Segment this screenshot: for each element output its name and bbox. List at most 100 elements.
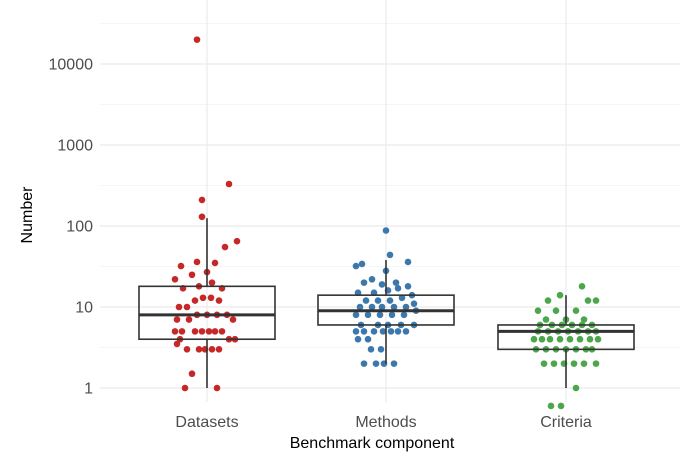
data-points (171, 36, 602, 410)
point-methods-42 (360, 279, 368, 286)
y-tick-label: 1 (84, 381, 93, 398)
point-datasets-44 (198, 213, 206, 221)
point-methods-22 (376, 311, 384, 319)
point-criteria-19 (556, 335, 564, 343)
point-criteria-16 (530, 335, 538, 343)
point-criteria-8 (592, 360, 600, 367)
point-methods-29 (390, 303, 398, 311)
x-tick-label-datasets: Datasets (175, 414, 238, 431)
point-datasets-10 (171, 328, 179, 335)
point-datasets-11 (178, 328, 186, 335)
point-methods-23 (388, 311, 396, 319)
point-datasets-2 (188, 370, 196, 378)
point-methods-26 (356, 303, 364, 311)
point-criteria-45 (544, 297, 552, 304)
point-datasets-8 (208, 346, 216, 353)
point-methods-9 (360, 328, 368, 335)
boxplot-criteria (497, 295, 635, 388)
point-datasets-15 (211, 328, 219, 335)
point-methods-21 (364, 311, 372, 319)
point-datasets-12 (191, 328, 199, 335)
point-criteria-18 (546, 335, 554, 343)
point-methods-1 (372, 360, 380, 367)
point-methods-10 (370, 328, 378, 335)
y-tick-label: 10 (75, 300, 93, 317)
point-methods-31 (410, 300, 418, 307)
point-datasets-31 (215, 297, 223, 304)
point-methods-0 (360, 360, 368, 367)
point-datasets-36 (171, 275, 179, 283)
point-methods-44 (392, 279, 400, 286)
point-datasets-29 (199, 294, 207, 302)
point-criteria-1 (557, 402, 565, 410)
point-criteria-42 (572, 307, 580, 315)
point-methods-45 (368, 275, 376, 283)
point-criteria-7 (580, 360, 588, 367)
point-datasets-43 (233, 237, 241, 245)
point-datasets-25 (229, 316, 237, 323)
point-criteria-43 (584, 297, 592, 304)
point-datasets-6 (195, 346, 203, 353)
point-methods-49 (404, 258, 412, 266)
point-methods-20 (352, 311, 360, 319)
point-datasets-1 (213, 384, 221, 392)
point-datasets-28 (191, 297, 199, 304)
point-criteria-47 (556, 291, 564, 299)
point-criteria-4 (550, 360, 558, 367)
point-methods-33 (374, 297, 382, 304)
point-methods-14 (402, 328, 410, 335)
point-criteria-23 (594, 335, 602, 343)
boxplot-datasets (138, 218, 276, 388)
point-methods-41 (404, 283, 412, 290)
point-datasets-47 (193, 36, 201, 43)
point-methods-34 (386, 297, 394, 304)
point-criteria-3 (540, 360, 548, 367)
y-axis-tick-labels: 1 10 100 1000 10000 (49, 57, 94, 398)
point-methods-43 (378, 281, 386, 288)
point-methods-32 (362, 297, 370, 304)
point-criteria-44 (592, 297, 600, 304)
point-datasets-34 (208, 279, 216, 286)
point-criteria-0 (547, 402, 555, 410)
point-methods-35 (398, 294, 406, 302)
point-criteria-6 (570, 360, 578, 367)
point-methods-30 (402, 303, 410, 311)
point-methods-51 (382, 227, 390, 234)
point-methods-7 (364, 335, 372, 343)
y-tick-label: 1000 (57, 138, 93, 155)
point-datasets-42 (221, 243, 229, 251)
point-criteria-21 (576, 335, 584, 343)
point-methods-40 (394, 285, 402, 292)
point-methods-13 (394, 328, 402, 335)
point-datasets-9 (215, 346, 223, 353)
point-methods-48 (358, 260, 366, 268)
point-criteria-46 (578, 283, 586, 290)
point-criteria-20 (566, 335, 574, 343)
point-methods-6 (354, 335, 362, 343)
point-datasets-0 (181, 384, 189, 392)
point-datasets-16 (218, 328, 226, 335)
point-criteria-2 (572, 384, 580, 392)
box-datasets (138, 285, 276, 341)
point-criteria-22 (586, 335, 594, 343)
y-axis-title: Number (19, 186, 36, 244)
y-tick-label: 100 (66, 219, 93, 236)
x-axis-title: Benchmark component (290, 435, 455, 452)
point-datasets-39 (177, 262, 185, 270)
point-methods-47 (352, 262, 360, 270)
point-methods-3 (390, 360, 398, 367)
point-methods-12 (387, 328, 395, 335)
point-methods-4 (367, 346, 375, 353)
point-criteria-40 (534, 307, 542, 315)
point-methods-8 (352, 328, 360, 335)
y-tick-label: 10000 (49, 57, 94, 74)
box-criteria (497, 324, 635, 351)
point-datasets-5 (183, 346, 191, 353)
point-methods-27 (368, 303, 376, 311)
point-criteria-17 (538, 335, 546, 343)
point-methods-50 (386, 251, 394, 259)
x-axis-tick-labels: Datasets Methods Criteria (175, 414, 591, 431)
x-tick-label-methods: Methods (355, 414, 416, 431)
point-methods-28 (378, 303, 386, 311)
